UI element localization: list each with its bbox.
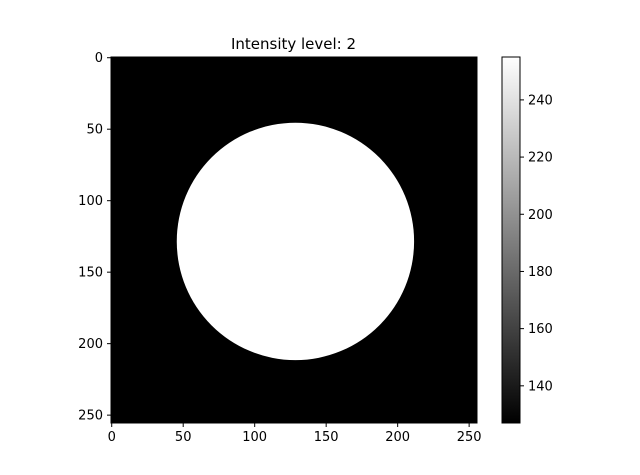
y-tick-label: 50 xyxy=(86,123,103,138)
x-tick-label: 50 xyxy=(175,430,192,445)
x-tick-label: 200 xyxy=(385,430,410,445)
colorbar-tick-label: 140 xyxy=(528,379,553,394)
y-tick-label: 200 xyxy=(78,337,103,352)
colorbar-tick-label: 240 xyxy=(528,93,553,108)
colorbar-tick-label: 160 xyxy=(528,322,553,337)
colorbar-ticks: 140 160 180 200 220 240 xyxy=(520,93,553,394)
x-tick-label: 150 xyxy=(314,430,339,445)
chart-title: Intensity level: 2 xyxy=(231,35,356,53)
x-axis-ticks: 0 50 100 150 200 250 xyxy=(108,423,482,445)
image-disk xyxy=(176,122,415,361)
y-tick-label: 150 xyxy=(78,266,103,281)
image-axes: 0 50 100 150 200 250 0 50 100 150 200 250 xyxy=(78,51,481,445)
colorbar-gradient xyxy=(502,57,520,423)
colorbar-tick-label: 200 xyxy=(528,208,553,223)
x-tick-label: 250 xyxy=(457,430,482,445)
y-tick-label: 0 xyxy=(95,51,103,66)
x-tick-label: 0 xyxy=(108,430,116,445)
colorbar-tick-label: 220 xyxy=(528,151,553,166)
colorbar-frame xyxy=(501,56,521,424)
x-tick-label: 100 xyxy=(242,430,267,445)
colorbar: 140 160 180 200 220 240 xyxy=(501,56,553,424)
y-axis-ticks: 0 50 100 150 200 250 xyxy=(78,51,111,424)
y-tick-label: 250 xyxy=(78,409,103,424)
y-tick-label: 100 xyxy=(78,194,103,209)
colorbar-tick-label: 180 xyxy=(528,265,553,280)
image-frame xyxy=(110,56,478,424)
